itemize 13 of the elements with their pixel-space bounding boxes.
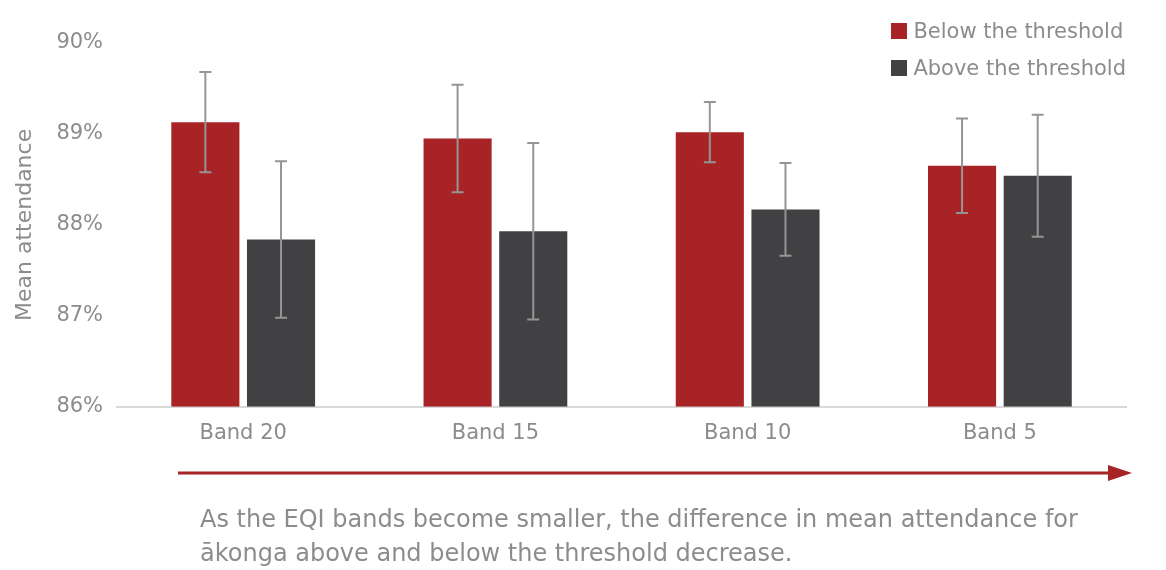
legend-label: Below the threshold <box>913 18 1124 43</box>
y-tick-label: 86% <box>56 393 104 418</box>
y-tick-label: 90% <box>56 29 104 54</box>
y-tick-label: 87% <box>56 302 104 327</box>
text: As the EQI bands become smaller, the difference in mean attendance for ākonga above and below the threshold decrease. <box>200 504 1079 569</box>
legend-label: Above the threshold <box>913 55 1126 80</box>
x-tick-label: Band 5 <box>962 419 1037 444</box>
y-tick-label: 88% <box>56 211 104 236</box>
x-tick-label: Band 20 <box>199 419 287 444</box>
y-tick-label: 89% <box>56 120 104 145</box>
x-tick-label: Band 10 <box>704 419 792 444</box>
x-tick-label: Band 15 <box>451 419 540 444</box>
y-axis-title: Mean attendance <box>10 128 36 321</box>
